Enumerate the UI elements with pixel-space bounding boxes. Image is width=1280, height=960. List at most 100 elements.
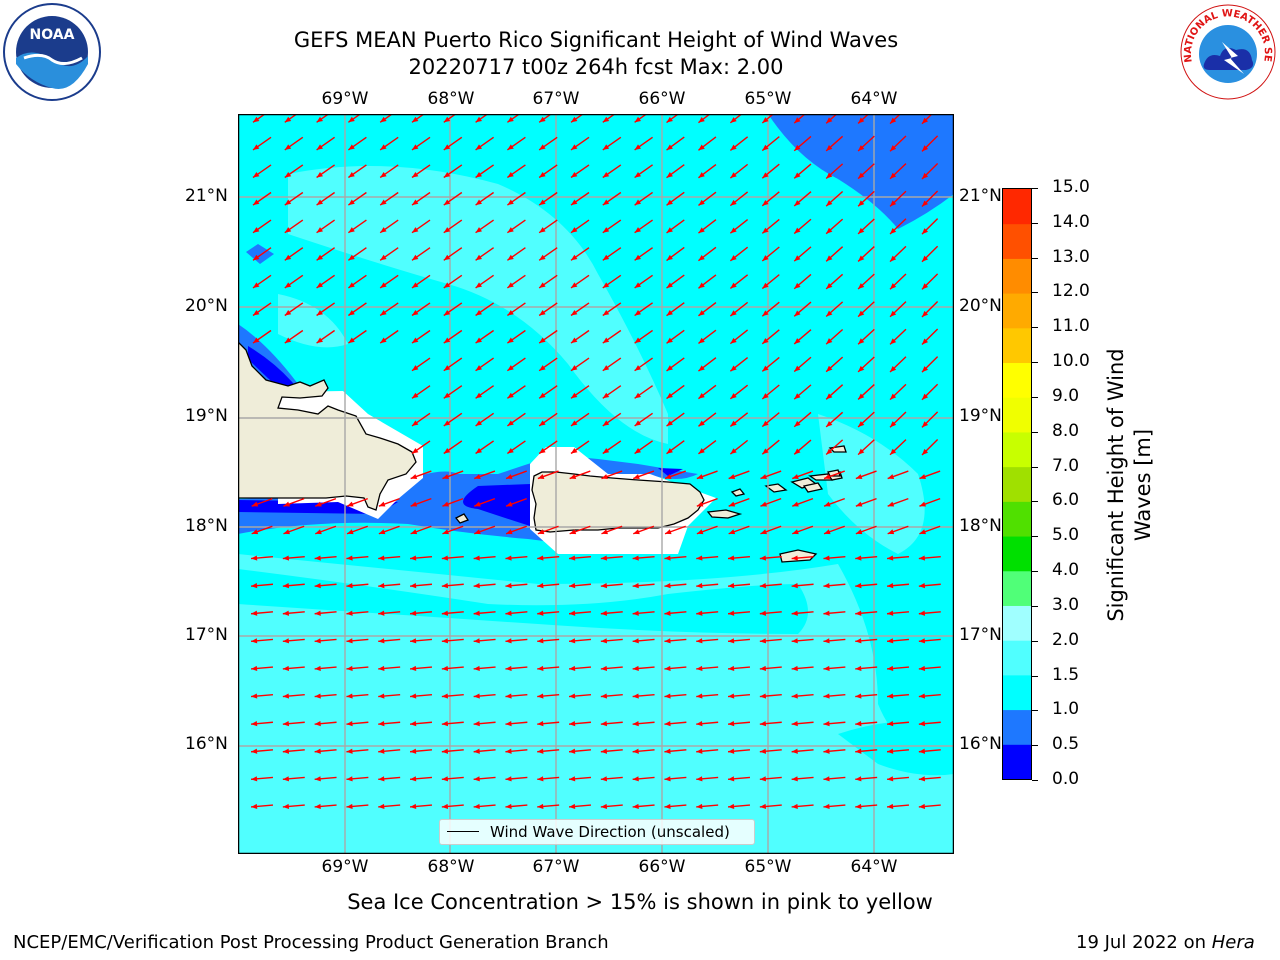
wind-wave-arrowhead (696, 610, 703, 616)
wind-wave-arrowhead (696, 583, 703, 589)
wind-wave-arrowhead (475, 171, 482, 178)
wind-wave-arrowhead (282, 638, 290, 644)
wind-wave-arrowhead (696, 803, 703, 810)
wind-wave-arrowhead (887, 501, 895, 507)
wind-wave-arrowhead (791, 665, 798, 672)
wind-wave-arrowhead (794, 117, 801, 124)
wind-wave-arrowhead (858, 310, 865, 317)
lat-label: 18°N (185, 516, 228, 536)
wind-wave-arrowhead (664, 638, 671, 644)
wind-wave-arrowhead (664, 776, 671, 782)
wind-wave-arrowhead (602, 144, 610, 150)
wind-wave-arrowhead (826, 365, 833, 372)
wind-wave-arrowhead (664, 748, 671, 754)
wind-wave-arrowhead (728, 474, 736, 479)
wind-wave-arrowhead (443, 144, 451, 150)
wind-wave-arrowhead (921, 366, 929, 373)
wind-wave-arrowhead (570, 392, 578, 399)
wind-wave-arrowhead (537, 555, 544, 561)
wind-wave-arrowhead (506, 529, 513, 535)
wind-wave-arrowhead (762, 393, 769, 399)
colorbar-tick-mark (1032, 396, 1038, 398)
wind-wave-arrowhead (284, 337, 292, 344)
wind-wave-arrowhead (602, 282, 610, 288)
wind-wave-arrowhead (855, 665, 862, 672)
wind-wave-arrowhead (539, 365, 546, 371)
wind-wave-arrowhead (346, 748, 353, 754)
colorbar-segment (1003, 501, 1031, 537)
wind-wave-arrowhead (634, 392, 642, 399)
lat-label: 16°N (959, 734, 1002, 754)
wind-wave-arrowhead (698, 337, 705, 344)
wind-wave-arrowhead (634, 420, 642, 426)
wind-wave-arrowhead (569, 776, 576, 782)
wind-wave-arrowhead (411, 116, 419, 123)
wind-wave-arrowhead (378, 529, 386, 535)
wind-wave-arrowhead (728, 721, 735, 727)
wind-wave-arrowhead (507, 282, 514, 288)
wind-wave-arrowhead (380, 337, 387, 344)
wind-wave-arrowhead (634, 282, 642, 288)
wind-wave-arrowhead (762, 282, 769, 289)
wind-wave-arrowhead (698, 448, 705, 454)
wind-wave-arrowhead (890, 283, 897, 290)
wind-wave-arrowhead (826, 448, 833, 455)
colorbar-tick-mark (1032, 640, 1038, 642)
wind-wave-arrowhead (921, 421, 929, 428)
wind-wave-arrowhead (346, 803, 353, 810)
wind-wave-arrowhead (791, 555, 798, 561)
colorbar-tick-label: 9.0 (1052, 385, 1080, 406)
wind-wave-arrowhead (411, 309, 419, 316)
wind-wave-arrowhead (664, 693, 671, 699)
colorbar-tick-mark (1032, 501, 1038, 503)
wind-wave-arrowhead (826, 117, 833, 124)
wind-wave-arrowhead (823, 638, 830, 644)
wind-wave-arrowhead (887, 693, 894, 699)
wind-wave-arrowhead (890, 310, 897, 317)
colorbar-tick-mark (1032, 780, 1038, 781)
wind-wave-arrowhead (666, 310, 673, 316)
wind-wave-arrowhead (855, 803, 862, 810)
wind-wave-arrowhead (890, 421, 897, 428)
wind-wave-arrowhead (570, 365, 578, 371)
wind-wave-arrowhead (890, 200, 897, 207)
wind-wave-arrowhead (698, 282, 705, 289)
colorbar-tick-mark (1032, 571, 1038, 573)
wind-wave-arrowhead (921, 117, 929, 124)
wind-wave-arrowhead (855, 638, 862, 644)
wind-wave-arrowhead (539, 254, 546, 261)
wind-wave-arrowhead (314, 583, 321, 589)
wind-wave-arrowhead (314, 803, 321, 810)
wind-wave-arrowhead (539, 337, 546, 344)
wind-wave-arrowhead (475, 227, 482, 233)
wind-wave-arrowhead (346, 610, 353, 616)
wind-wave-arrowhead (760, 474, 767, 479)
wind-wave-arrowhead (441, 721, 449, 727)
wind-wave-arrowhead (441, 583, 449, 589)
legend-label: Wind Wave Direction (unscaled) (490, 823, 730, 841)
wind-wave-arrowhead (858, 227, 865, 234)
wind-wave-arrowhead (728, 803, 735, 810)
wind-wave-arrowhead (346, 555, 353, 561)
wind-wave-arrowhead (378, 501, 386, 507)
wind-wave-arrowhead (348, 171, 355, 178)
wind-wave-arrowhead (505, 803, 512, 810)
wind-wave-arrowhead (890, 172, 897, 179)
wind-wave-arrowhead (380, 199, 387, 206)
wind-wave-arrowhead (696, 638, 703, 644)
wind-wave-arrowhead (316, 337, 323, 344)
wind-wave-arrowhead (441, 776, 449, 782)
wind-wave-arrowhead (378, 665, 385, 672)
wind-wave-arrowhead (378, 748, 385, 754)
wind-wave-arrowhead (475, 392, 482, 399)
wind-wave-arrowhead (380, 254, 387, 261)
wind-wave-arrowhead (855, 776, 862, 782)
wind-wave-arrowhead (632, 693, 639, 699)
wind-wave-arrowhead (632, 665, 639, 672)
wind-wave-arrowhead (666, 227, 673, 233)
wind-wave-arrowhead (890, 393, 897, 400)
wind-wave-arrowhead (791, 776, 798, 782)
wind-wave-arrowhead (794, 144, 801, 151)
colorbar-tick-mark (1032, 327, 1038, 329)
wind-wave-arrowhead (315, 501, 322, 507)
